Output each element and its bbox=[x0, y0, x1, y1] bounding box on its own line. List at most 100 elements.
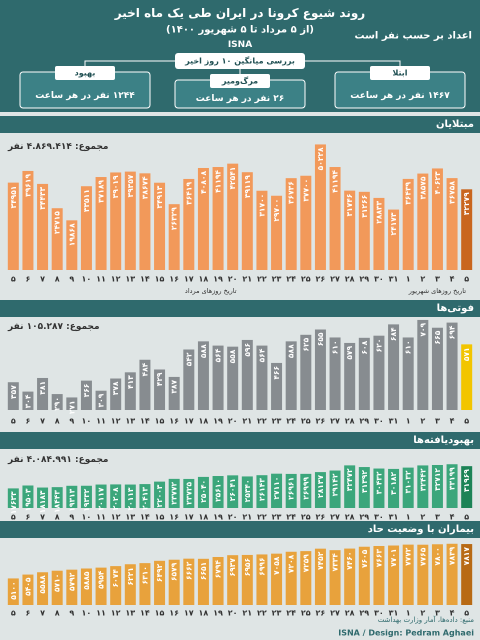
x-tick-label: ۴ bbox=[450, 417, 455, 426]
x-tick-label: ۵ bbox=[11, 275, 16, 284]
bar bbox=[314, 329, 326, 410]
value-label: ۵۷۱۰ bbox=[53, 574, 62, 592]
subtitle: (از ۵ مرداد تا ۵ شهریور ۱۴۰۰) bbox=[166, 25, 314, 36]
total: مجموع: ۱۰۵.۲۸۷ نفر bbox=[7, 322, 100, 332]
x-tick-label: ۲۰ bbox=[228, 513, 238, 522]
value-label: ۵۵۸ bbox=[228, 349, 237, 363]
x-tick-label: ۹ bbox=[69, 513, 74, 522]
value-label: ۳۲۴۷۲ bbox=[345, 468, 354, 491]
value-label: ۳۲۲۷۹ bbox=[462, 192, 471, 215]
bar bbox=[373, 468, 385, 508]
x-tick-label: ۲۱ bbox=[242, 609, 252, 618]
x-tick-label: ۱۴ bbox=[140, 513, 150, 522]
x-tick-label: ۲۳ bbox=[272, 275, 282, 284]
bar bbox=[402, 178, 414, 270]
x-tick-label: ۵ bbox=[464, 275, 469, 284]
bar bbox=[271, 195, 283, 270]
bar bbox=[7, 382, 19, 410]
x-tick-label: ۷ bbox=[40, 609, 45, 618]
bar bbox=[7, 578, 19, 605]
bar bbox=[139, 563, 151, 605]
bar bbox=[7, 182, 19, 270]
x-tick-label: ۷ bbox=[40, 275, 45, 284]
x-tick-label: ۲۵ bbox=[301, 609, 311, 618]
bar bbox=[358, 467, 370, 508]
x-tick-label: ۶ bbox=[25, 609, 30, 618]
x-tick-label: ۳۰ bbox=[374, 609, 384, 618]
value-label: ۴۲۵۴۱ bbox=[228, 167, 237, 190]
source: منبع: داده‌ها، آمار وزارت بهداشت bbox=[378, 615, 475, 624]
x-tick-label: ۱ bbox=[406, 609, 411, 618]
value-label: ۳۳۵۱۱ bbox=[82, 189, 91, 212]
value-label: ۲۹۱۴۲ bbox=[331, 473, 340, 496]
value-label: ۳۰۴۳۲ bbox=[374, 471, 383, 494]
x-tick-label: ۱۳ bbox=[125, 513, 135, 522]
x-tick-label: ۳ bbox=[435, 275, 440, 284]
box-label: مرگ‌ومیر bbox=[221, 76, 258, 86]
bar bbox=[80, 568, 92, 605]
bar bbox=[154, 182, 166, 270]
value-label: ۷۲۵۹ bbox=[301, 554, 310, 573]
bar bbox=[154, 560, 166, 605]
value-label: ۳۸۶۷۴ bbox=[140, 176, 149, 199]
value-label: ۲۸۱۳۷ bbox=[316, 475, 325, 498]
value-label: ۵۹۶ bbox=[243, 343, 252, 357]
x-tick-label: ۱۱ bbox=[96, 275, 106, 284]
value-label: ۷۸۳۹ bbox=[448, 546, 457, 565]
value-label: ۳۱۳۹۲ bbox=[360, 470, 369, 493]
value-label: ۲۷۱۱۰ bbox=[272, 477, 281, 500]
bar bbox=[285, 473, 297, 508]
x-tick-label: ۴ bbox=[450, 513, 455, 522]
x-tick-label: ۲۵ bbox=[301, 275, 311, 284]
bar bbox=[300, 175, 312, 270]
x-tick-label: ۲۰ bbox=[228, 609, 238, 618]
bar bbox=[139, 173, 151, 270]
value-label: ۱۸۴۴۳ bbox=[53, 490, 62, 513]
x-tick-label: ۶ bbox=[25, 513, 30, 522]
x-tick-label: ۲۲ bbox=[257, 609, 267, 618]
x-tick-label: ۱۰ bbox=[82, 275, 92, 284]
x-tick-label: ۲۲ bbox=[257, 513, 267, 522]
value-label: ۶۱۰ bbox=[404, 340, 413, 354]
x-tick-label: ۲۰ bbox=[228, 275, 238, 284]
bar bbox=[271, 473, 283, 508]
bar bbox=[95, 567, 107, 605]
x-tick-label: ۱۱ bbox=[96, 609, 106, 618]
bar bbox=[314, 472, 326, 508]
x-tick-label: ۲۹ bbox=[359, 417, 369, 426]
value-label: ۵۱۰۰ bbox=[9, 581, 18, 599]
x-tick-label: ۱۱ bbox=[96, 417, 106, 426]
value-label: ۶۲۰ bbox=[374, 339, 383, 353]
x-tick-label: ۱۷ bbox=[184, 609, 194, 618]
bar bbox=[139, 359, 151, 410]
bar bbox=[300, 473, 312, 508]
brand: ISNA bbox=[228, 40, 252, 50]
bar bbox=[227, 555, 239, 605]
value-label: ۳۱۷۴۶ bbox=[345, 194, 354, 217]
value-label: ۴۰۸۰۸ bbox=[199, 171, 208, 194]
bar bbox=[197, 167, 209, 270]
value-label: ۷۶۰۵ bbox=[360, 549, 369, 568]
value-label: ۲۶۹۹۹ bbox=[301, 476, 310, 499]
bar bbox=[168, 478, 180, 508]
value-label: ۵۴۲ bbox=[184, 352, 193, 366]
bar bbox=[124, 484, 136, 508]
x-tick-label: ۶ bbox=[25, 417, 30, 426]
bar bbox=[256, 475, 268, 508]
bar bbox=[37, 572, 49, 605]
value-label: ۶۳۱۰ bbox=[140, 566, 149, 584]
value-label: ۳۱۹۶۹ bbox=[462, 469, 471, 492]
x-tick-label: ۲۶ bbox=[316, 417, 326, 426]
bar bbox=[388, 545, 400, 605]
x-tick-label: ۲۵ bbox=[301, 417, 311, 426]
value-label: ۲۰۴۱۳ bbox=[140, 487, 149, 510]
value-label: ۷۲۰۸ bbox=[287, 554, 296, 573]
x-tick-label: ۲۱ bbox=[242, 275, 252, 284]
x-tick-label: ۱۹ bbox=[213, 609, 223, 618]
value-label: ۵۶۴ bbox=[257, 348, 266, 362]
bar bbox=[431, 327, 443, 410]
value-label: ۳۹۳۵۷ bbox=[126, 174, 135, 197]
x-tick-label: ۳ bbox=[435, 417, 440, 426]
value-label: ۷۶۶۳ bbox=[374, 549, 383, 568]
value-label: ۶۵۷۹ bbox=[170, 562, 179, 581]
